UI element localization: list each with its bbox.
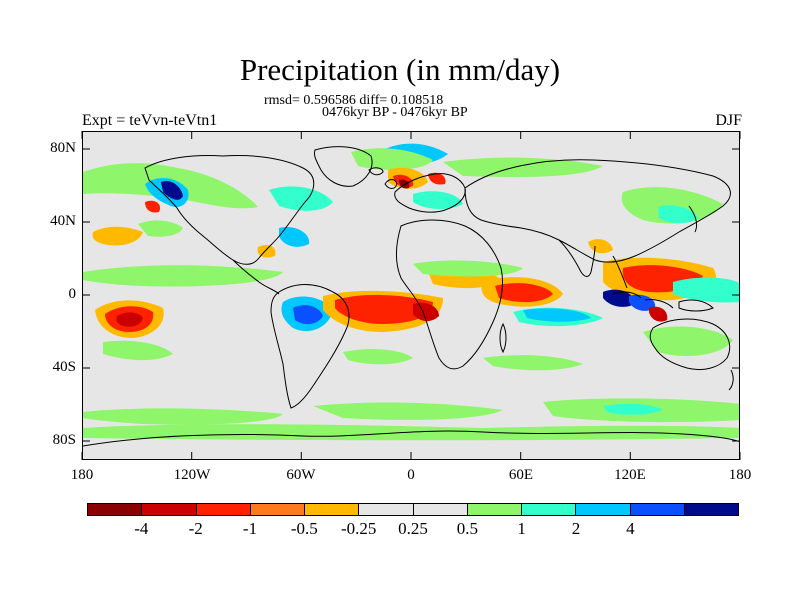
x-label-60w: 60W	[286, 467, 316, 483]
season-label: DJF	[715, 112, 742, 129]
coastline-uk	[384, 179, 398, 189]
colorbar-segment	[467, 504, 522, 515]
patch-africa-trop-green	[413, 260, 523, 277]
colorbar-label: -2	[188, 519, 203, 538]
patch-south-atlantic-green	[343, 349, 413, 365]
chart-title: Precipitation (in mm/day)	[239, 52, 561, 87]
period-text: 0476kyr BP - 0476kyr BP	[322, 105, 468, 120]
coastline-africa	[396, 219, 504, 370]
patch-na-east-orange	[257, 245, 276, 258]
anomaly-patches	[83, 143, 739, 441]
patch-australia-green	[643, 326, 733, 356]
patch-southern-ocean-green-1	[83, 408, 283, 425]
coastline-australia	[649, 318, 731, 371]
experiment-label: Expt = teVvn-teVtn1	[82, 112, 218, 129]
stats-text: rmsd= 0.596586 diff= 0.108518	[264, 93, 444, 108]
patch-southern-ocean-green-2	[313, 402, 503, 420]
patch-pacific-green-n	[138, 220, 183, 237]
precipitation-map	[83, 143, 739, 447]
patch-atlantic-trop-red	[335, 294, 433, 324]
coastline-madagascar	[499, 322, 507, 354]
coastline-antarctica	[83, 430, 739, 447]
colorbar-segment	[196, 504, 251, 515]
colorbar-segment	[88, 504, 143, 515]
colorbar	[87, 503, 739, 516]
patch-amazon-navy	[293, 305, 323, 325]
colorbar-label: 0.25	[398, 519, 428, 538]
patch-southern-ocean-cyan	[603, 403, 663, 415]
colorbar-label: -0.25	[340, 519, 377, 538]
coastlines	[83, 146, 739, 447]
patch-pacific-orange-n	[92, 226, 143, 246]
coastline-north-america	[144, 155, 315, 265]
coastline-indonesia-2	[644, 299, 674, 309]
y-label-40s: 40S	[52, 359, 76, 375]
patch-maritime-blue	[629, 294, 656, 311]
colorbar-segment	[630, 504, 685, 515]
patch-west-pacific-cyan	[673, 277, 739, 303]
coastline-asia	[464, 159, 731, 263]
colorbar-label: -1	[242, 519, 258, 538]
patch-indian-ocean-blue	[523, 308, 591, 322]
x-label-120e: 120E	[614, 467, 646, 483]
coastline-iceland	[368, 167, 384, 176]
patch-atlantic-blue	[279, 226, 310, 247]
x-label-180w: 180	[70, 467, 94, 483]
patch-south-pacific-green	[103, 340, 173, 361]
colorbar-segment	[250, 504, 305, 515]
coastline-europe	[394, 173, 466, 213]
patch-north-atlantic-red	[428, 172, 446, 185]
coastline-new-guinea	[678, 299, 714, 312]
coastline-se-asia	[612, 255, 628, 289]
patch-nw-pacific-red	[145, 200, 161, 213]
colorbar-label: 4	[626, 519, 635, 538]
coastline-south-america	[270, 284, 350, 409]
patch-south-indian-green	[483, 355, 583, 371]
patch-japan-cyan	[658, 205, 698, 224]
y-label-80s: 80S	[52, 432, 76, 448]
patch-tropical-pacific-green	[83, 265, 283, 287]
colorbar-label: 2	[571, 519, 581, 538]
colorbar-segment	[305, 504, 360, 515]
patch-nw-pacific-navy	[161, 180, 183, 200]
x-label-120w: 120W	[173, 467, 211, 483]
patch-africa-darkred	[413, 302, 439, 322]
colorbar-segment	[413, 504, 468, 515]
patch-atlantic-cyan	[269, 186, 333, 211]
y-label-80n: 80N	[50, 140, 76, 156]
colorbar-segment	[684, 504, 738, 515]
patch-mediterranean-cyan	[413, 191, 463, 210]
colorbar-label: 1	[517, 519, 526, 538]
patch-asia-north-green	[443, 157, 603, 177]
coastline-greenland	[314, 146, 373, 187]
coastline-india	[558, 239, 596, 277]
colorbar-segment	[576, 504, 631, 515]
colorbar-segment	[142, 504, 197, 515]
y-label-0: 0	[68, 286, 77, 302]
coastline-indonesia-1	[612, 291, 642, 299]
coastline-japan	[688, 205, 698, 233]
patch-maritime-darkred	[649, 306, 668, 322]
x-label-0: 0	[407, 467, 415, 483]
patch-sw-pacific-darkred	[116, 312, 143, 327]
y-label-40n: 40N	[50, 213, 76, 229]
colorbar-segment	[522, 504, 577, 515]
patch-asia-orange	[588, 239, 613, 254]
patch-indian-ocean-red	[495, 283, 553, 303]
coastline-central-america	[232, 259, 280, 295]
colorbar-label: 0.5	[456, 519, 478, 538]
map-plot-area	[82, 131, 740, 460]
coastline-new-zealand	[728, 369, 734, 391]
x-label-60e: 60E	[508, 467, 534, 483]
colorbar-label: -0.5	[290, 519, 318, 538]
x-label-180e: 180	[728, 467, 752, 483]
colorbar-segment	[359, 504, 414, 515]
colorbar-label: -4	[134, 519, 149, 538]
patch-maritime-navy	[603, 289, 635, 307]
